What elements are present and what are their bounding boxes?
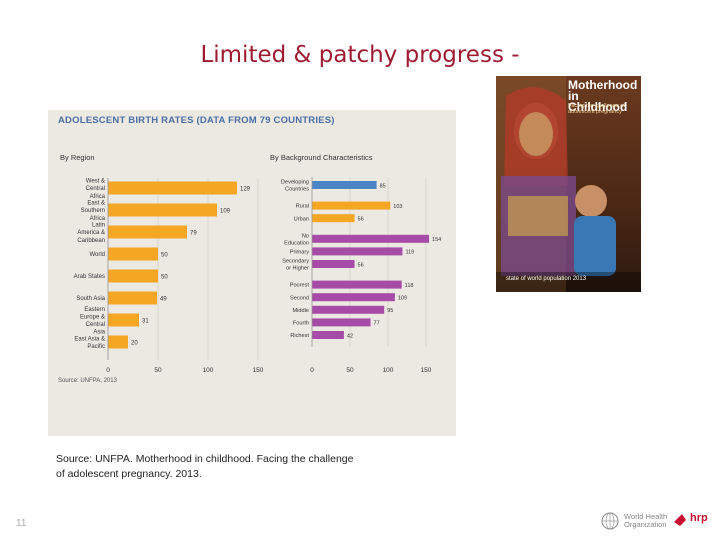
right-bar (312, 234, 430, 243)
left-tick-label: 50 (154, 367, 162, 374)
right-value-label: 56 (358, 217, 364, 223)
right-category-label: Education (284, 240, 309, 246)
right-category-label: Primary (290, 250, 309, 256)
right-category-label: Developing (281, 180, 309, 186)
report-cover-image: Motherhood in Childhood Facing the chall… (496, 76, 641, 292)
right-category-label: Rural (296, 204, 309, 210)
left-bar (108, 203, 217, 217)
cover-title-line2: in Childhood (568, 89, 628, 114)
right-tick-label: 0 (310, 367, 314, 374)
right-category-label: or Higher (286, 266, 309, 272)
chart-source-note: Source: UNFPA, 2013 (58, 378, 117, 384)
right-category-label: No (302, 234, 309, 240)
right-bar (312, 181, 377, 189)
who-logo-icon (601, 512, 619, 530)
right-value-label: 95 (387, 308, 393, 314)
source-citation: Source: UNFPA. Motherhood in childhood. … (56, 453, 354, 480)
right-category-label: Poorest (290, 283, 310, 289)
left-chart-title: By Region (60, 153, 95, 162)
right-bar (312, 318, 371, 327)
right-value-label: 85 (380, 183, 386, 189)
left-category-label: World (89, 252, 105, 258)
right-bar (312, 293, 395, 302)
left-category-label: Europe & (80, 314, 105, 320)
cover-title-line1: Motherhood (568, 78, 638, 92)
cover-title: Motherhood in Childhood (568, 78, 641, 114)
left-bar (108, 335, 128, 349)
left-category-label: Central (86, 186, 105, 192)
left-value-label: 109 (220, 209, 231, 215)
right-value-label: 42 (347, 333, 353, 339)
chart-panel: ADOLESCENT BIRTH RATES (DATA FROM 79 COU… (48, 110, 456, 436)
left-bar (108, 181, 237, 195)
right-value-label: 56 (358, 262, 364, 268)
chart-header: ADOLESCENT BIRTH RATES (DATA FROM 79 COU… (58, 115, 335, 126)
right-tick-label: 150 (421, 367, 432, 374)
right-category-label: Richest (290, 333, 309, 339)
right-value-label: 109 (398, 296, 407, 302)
slide-title: Limited & patchy progress - (200, 42, 520, 68)
right-category-label: Secondary (282, 259, 309, 265)
right-category-label: Fourth (293, 321, 309, 327)
left-category-label: Eastern (84, 307, 105, 313)
right-bar (312, 247, 403, 256)
right-value-label: 119 (405, 250, 414, 256)
left-category-label: Arab States (74, 274, 105, 280)
left-category-label: Asia (93, 330, 105, 336)
left-bar (108, 247, 158, 261)
right-bar (312, 214, 355, 223)
left-bar (108, 269, 158, 283)
right-category-label: Middle (293, 308, 309, 314)
hrp-logo-icon (674, 514, 686, 526)
cover-url: state of world population 2013 (506, 276, 587, 282)
right-bar (312, 305, 385, 314)
right-chart-title: By Background Characteristics (270, 153, 373, 162)
right-tick-label: 100 (383, 367, 394, 374)
right-value-label: 154 (432, 237, 441, 243)
left-value-label: 79 (190, 231, 197, 237)
left-value-label: 50 (161, 253, 168, 259)
left-value-label: 129 (240, 187, 251, 193)
right-category-label: Second (290, 295, 309, 301)
right-category-label: Countries (285, 187, 309, 193)
left-tick-label: 100 (203, 367, 214, 374)
cover-photo (496, 76, 641, 292)
left-category-label: Africa (90, 216, 106, 222)
cover-subtitle: Facing the challenge of adolescent pregn… (568, 103, 625, 115)
hrp-logo-text: hrp (690, 512, 708, 524)
left-category-label: Southern (81, 208, 105, 214)
right-bar (312, 331, 344, 339)
left-tick-label: 0 (106, 367, 110, 374)
left-tick-label: 150 (253, 367, 264, 374)
slide-number: 11 (16, 518, 27, 529)
left-value-label: 49 (160, 297, 167, 303)
left-bar (108, 313, 139, 327)
left-bar (108, 225, 187, 239)
right-bar (312, 280, 402, 289)
left-category-label: Central (86, 322, 105, 328)
left-bar (108, 291, 157, 305)
right-value-label: 103 (393, 204, 402, 210)
who-logo-text: World Health Organization (624, 512, 668, 529)
left-value-label: 20 (131, 341, 138, 347)
right-value-label: 77 (374, 321, 380, 327)
left-value-label: 31 (142, 319, 149, 325)
left-category-label: Caribbean (77, 238, 105, 244)
left-category-label: Latin (92, 223, 105, 229)
right-category-label: Urban (294, 216, 309, 222)
right-bar (312, 260, 355, 268)
left-category-label: West & (86, 179, 105, 185)
right-tick-label: 50 (346, 367, 354, 374)
right-value-label: 118 (405, 283, 414, 289)
right-bar (312, 201, 391, 210)
left-category-label: East & (87, 201, 105, 207)
left-category-label: Africa (90, 194, 106, 200)
left-category-label: America & (77, 230, 105, 236)
left-category-label: Pacific (87, 344, 105, 350)
left-value-label: 50 (161, 275, 168, 281)
left-category-label: East Asia & (74, 336, 105, 342)
left-category-label: South Asia (76, 296, 105, 302)
